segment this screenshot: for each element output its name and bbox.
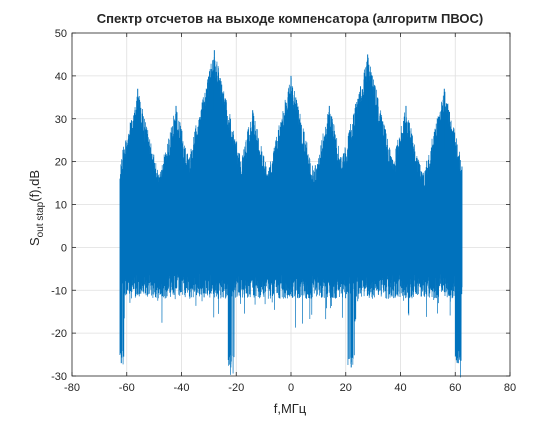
- x-tick-label: 60: [449, 382, 461, 394]
- y-tick-label: 40: [55, 71, 67, 83]
- y-label-rest: (f),dB: [27, 170, 42, 202]
- x-tick-label: 20: [340, 382, 352, 394]
- y-tick-label: 20: [55, 157, 67, 169]
- y-tick-label: 0: [61, 242, 67, 254]
- chart-title: Спектр отсчетов на выходе компенсатора (…: [97, 11, 483, 26]
- y-label-subscript: out stap: [35, 201, 46, 237]
- x-tick-label: -20: [228, 382, 244, 394]
- x-tick-label: -60: [119, 382, 135, 394]
- y-tick-label: 50: [55, 28, 67, 40]
- y-tick-label: 10: [55, 200, 67, 212]
- x-tick-label: 80: [504, 382, 516, 394]
- y-tick-label: -30: [51, 371, 67, 383]
- y-tick-label: -10: [51, 285, 67, 297]
- ticks: -80 -60 -40 -20 0 20 40 60 80 -30 -20 -10 0 10 20 30 40 5…: [51, 28, 516, 394]
- y-label-main: S: [27, 237, 42, 246]
- x-tick-label: 0: [288, 382, 294, 394]
- series-layer: [119, 50, 463, 378]
- x-tick-label: -80: [64, 382, 80, 394]
- y-axis-label: Sout stap(f),dB: [27, 170, 46, 246]
- x-axis-label: f,МГц: [274, 401, 307, 416]
- x-tick-label: 40: [394, 382, 406, 394]
- spectrum-series-line: [119, 57, 463, 378]
- y-tick-label: 30: [55, 114, 67, 126]
- x-tick-label: -40: [174, 382, 190, 394]
- y-tick-label: -20: [51, 328, 67, 340]
